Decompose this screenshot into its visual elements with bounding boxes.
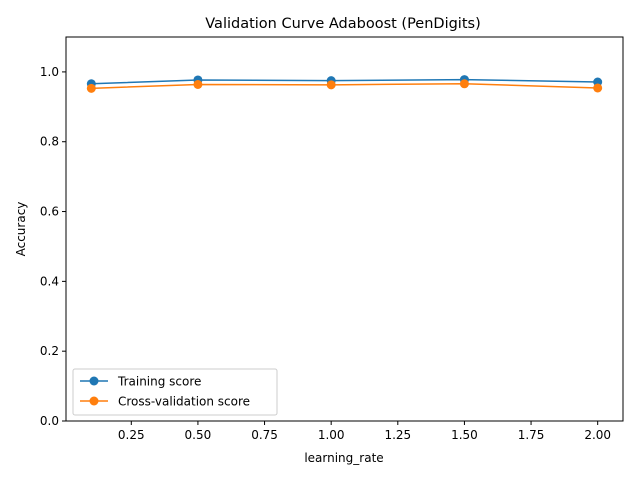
series-layer [86,75,603,93]
y-tick-label: 0.4 [40,274,59,288]
y-tick-label: 0.6 [40,205,59,219]
series-2-point [326,80,336,90]
x-tick-label: 0.75 [251,428,278,442]
x-tick-label: 0.25 [118,428,145,442]
y-axis-ticks: 0.0 0.2 0.4 0.6 0.8 1.0 [40,65,66,428]
series-2-point [593,83,603,93]
x-tick-label: 1.50 [451,428,478,442]
legend: Training score Cross-validation score [72,368,278,416]
y-tick-label: 1.0 [40,65,59,79]
series-2-point [193,79,203,89]
y-tick-label: 0.2 [40,344,59,358]
y-tick-label: 0.0 [40,414,59,428]
plot-frame [65,36,624,422]
x-tick-label: 1.75 [518,428,545,442]
plot-area [66,37,623,421]
x-tick-label: 1.00 [318,428,345,442]
x-tick-label: 0.50 [185,428,212,442]
legend-marker [89,376,99,386]
y-tick-label: 0.8 [40,135,59,149]
y-axis-label: Accuracy [14,202,28,257]
x-tick-label: 2.00 [584,428,611,442]
x-axis-ticks: 0.25 0.50 0.75 1.00 1.25 1.50 1.75 2.00 [118,421,611,442]
legend-label: Cross-validation score [118,395,250,409]
legend-marker [89,396,99,406]
legend-box [72,368,278,416]
series-2-point [459,79,469,89]
legend-label: Training score [117,375,201,389]
axes-layer [65,36,624,422]
legend-entries: Training score Cross-validation score [80,375,250,409]
x-axis-label: learning_rate [304,451,383,465]
chart-title: Validation Curve Adaboost (PenDigits) [205,16,480,32]
series-2-point [86,83,96,93]
x-tick-label: 1.25 [384,428,411,442]
